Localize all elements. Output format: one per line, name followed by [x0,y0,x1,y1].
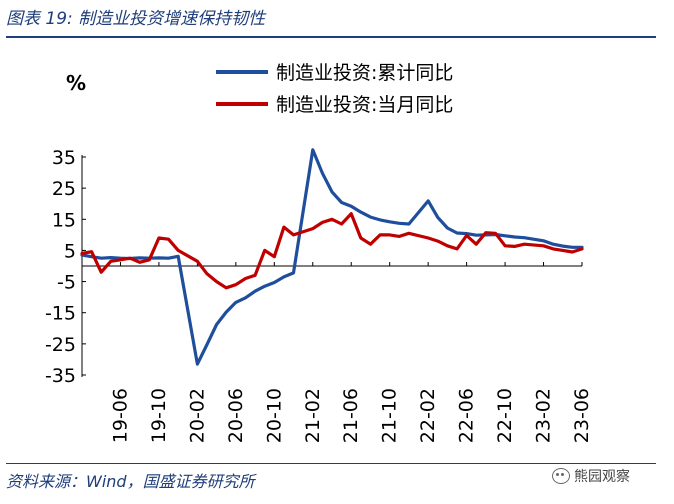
y-ticks: 35 25 15 5 -5 -15 -25 -35 [45,147,86,387]
y-tick-label: 35 [52,147,76,169]
y-tick-label: 5 [64,240,76,262]
x-tick-label: 19-10 [148,388,170,443]
x-tick-label: 22-06 [456,388,478,443]
legend-label: 制造业投资:累计同比 [276,62,453,84]
series-line-monthly [80,212,584,290]
y-tick-label: -5 [57,272,76,294]
x-tick-label: 21-10 [379,388,401,443]
axes [81,155,582,377]
x-tick-label: 21-02 [302,388,324,443]
x-tick-label: 20-02 [186,388,208,443]
series-line-cumulative [80,148,584,366]
x-tick-label: 20-06 [225,388,247,443]
source-note: 资料来源：Wind，国盛证券研究所 [6,472,255,491]
x-tick-label: 21-06 [340,388,362,443]
x-tick-label: 23-06 [571,388,593,443]
y-tick-label: 25 [52,178,76,200]
legend-label: 制造业投资:当月同比 [276,94,453,116]
wechat-icon [552,468,570,484]
y-tick-label: -35 [45,365,76,387]
x-tick-label: 22-10 [494,388,516,443]
source-rule [6,463,656,464]
x-tick-label: 23-02 [533,388,555,443]
y-tick-label: 15 [52,209,76,231]
x-ticks: 19-06 19-10 20-02 20-06 20-10 21-02 21-06 21-10… [109,262,593,443]
x-tick-label: 20-10 [263,388,285,443]
series-lines [80,148,584,366]
title-rule [6,36,656,38]
y-axis-label: % [66,71,86,95]
watermark: 熊园观察 [552,466,630,486]
watermark-text: 熊园观察 [574,469,630,485]
y-tick-label: -15 [45,303,76,325]
figure-title: 图表 19: 制造业投资增速保持韧性 [6,9,266,29]
x-tick-label: 22-02 [417,388,439,443]
y-tick-label: -25 [45,334,76,356]
x-tick-label: 19-06 [109,388,131,443]
